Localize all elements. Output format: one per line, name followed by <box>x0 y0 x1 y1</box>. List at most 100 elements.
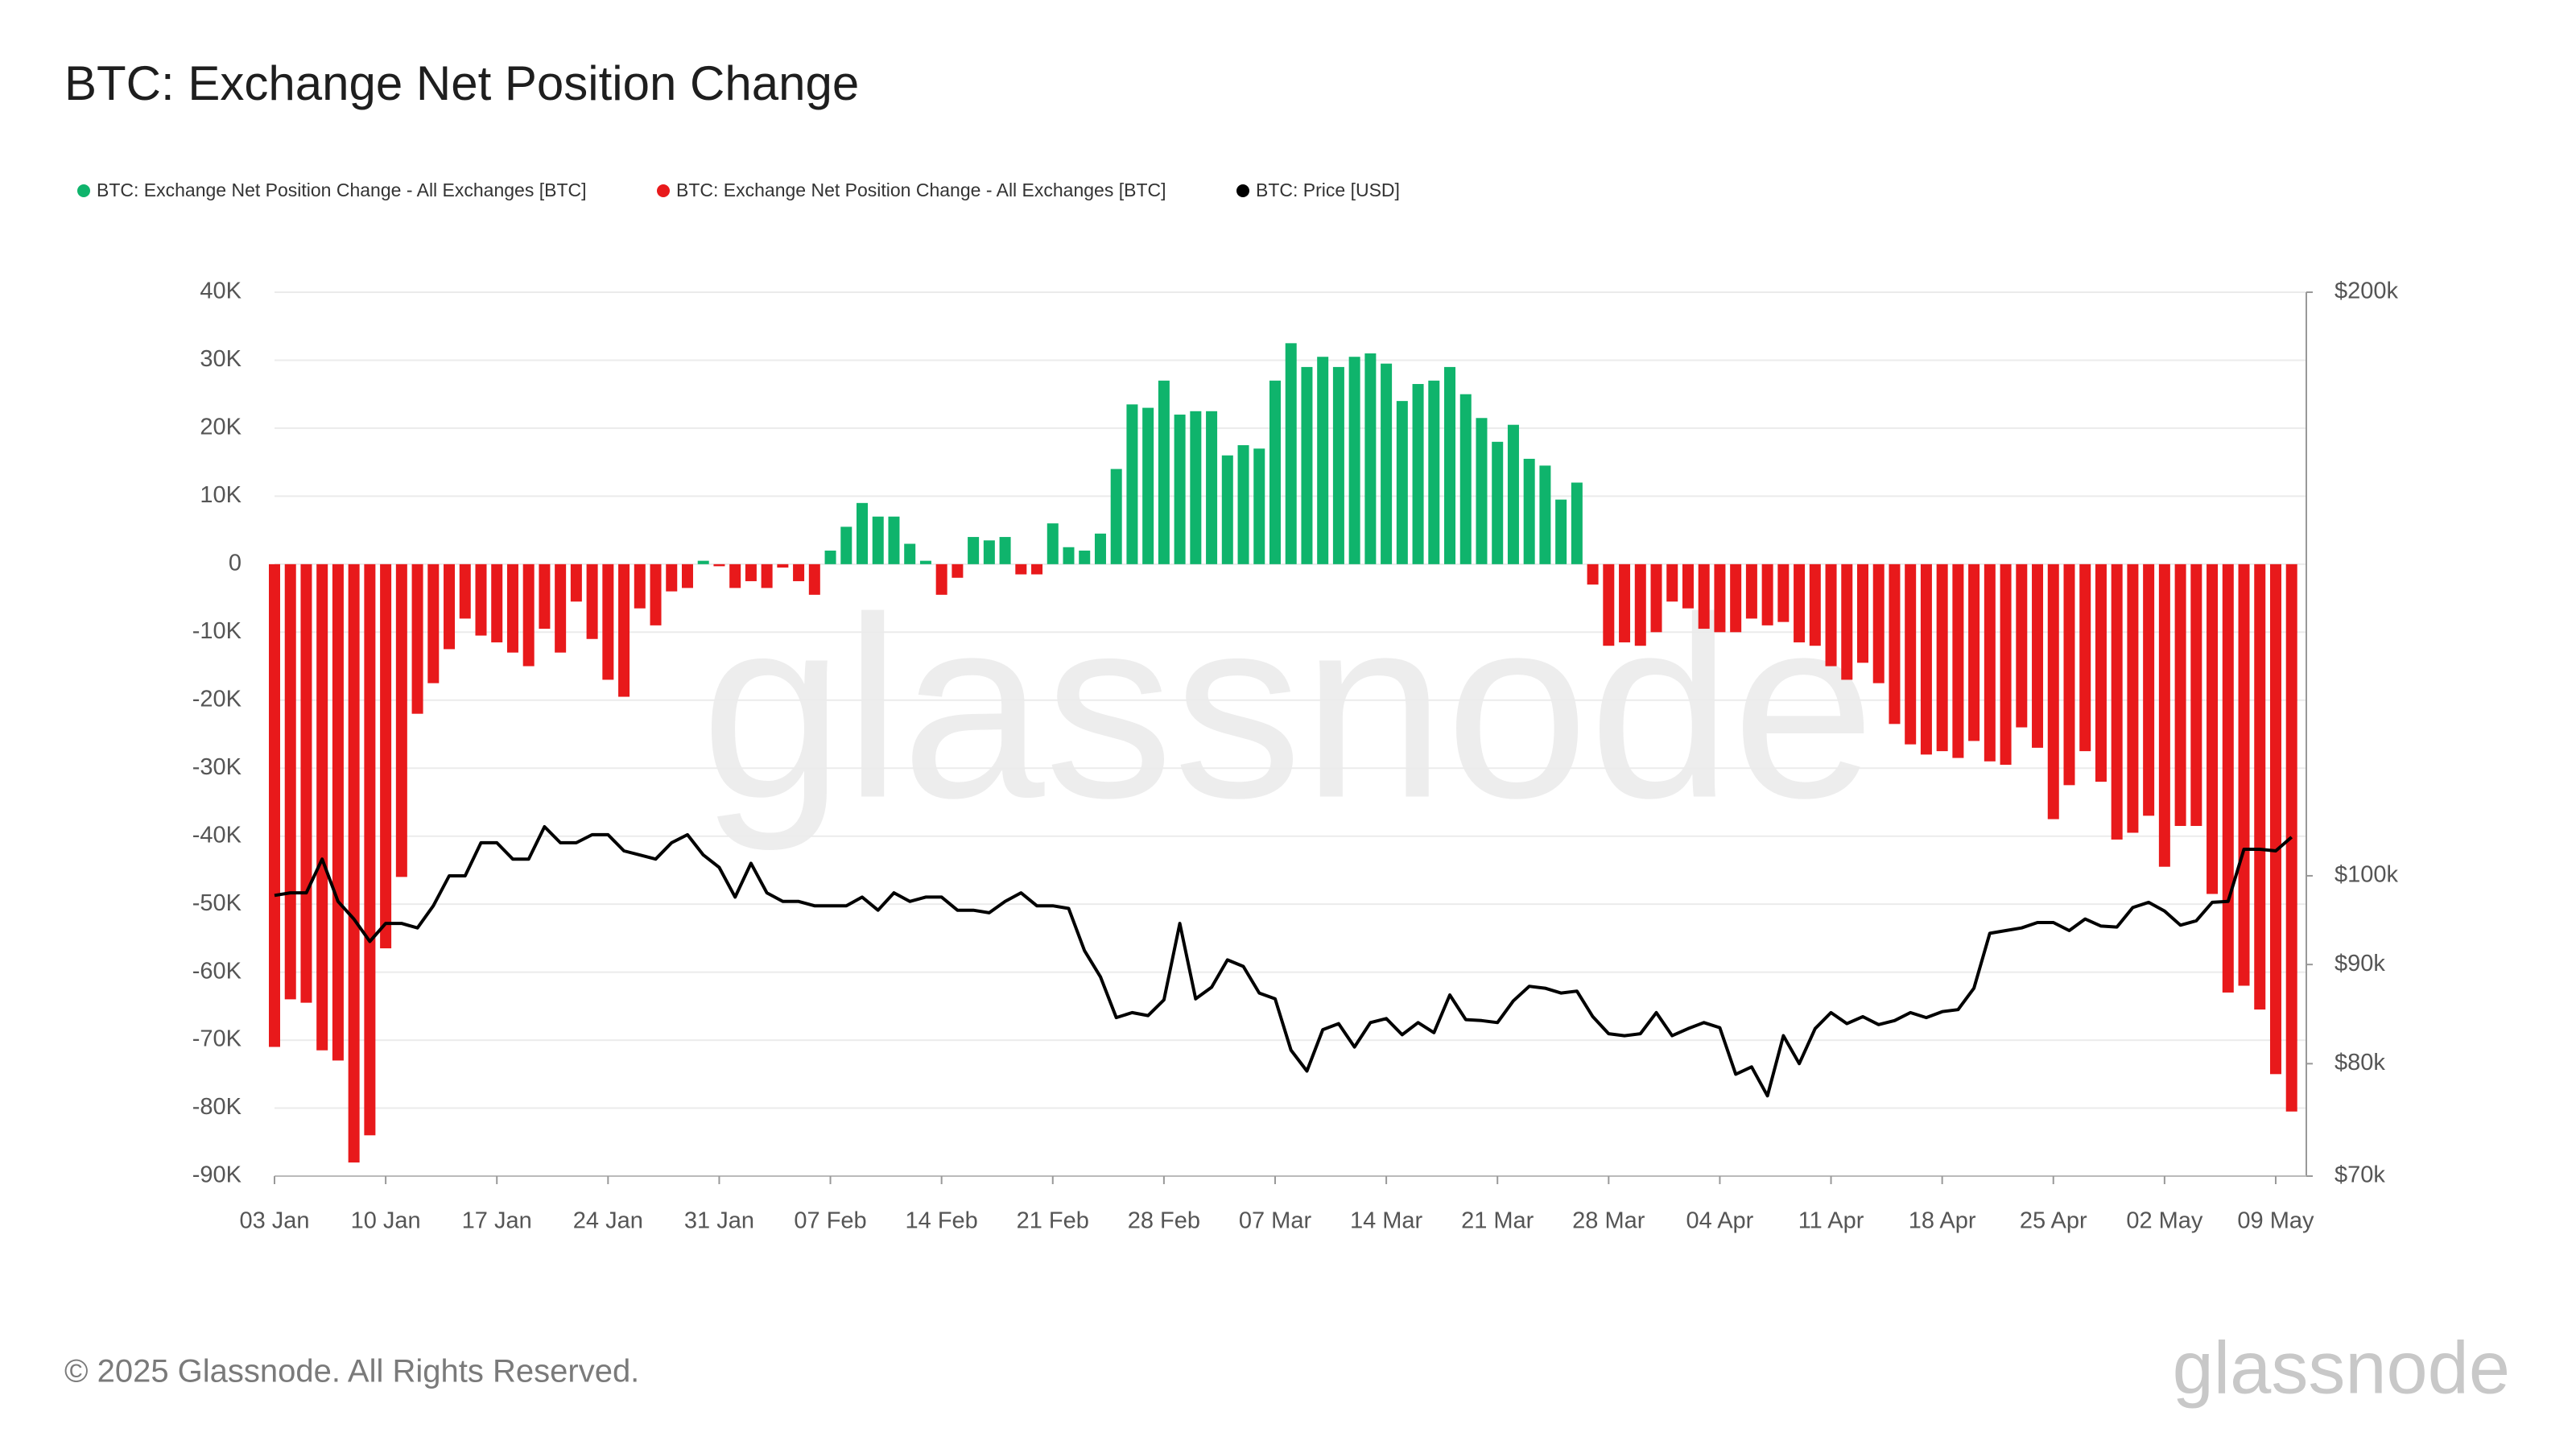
bar <box>2254 564 2266 1010</box>
bar <box>1332 366 1344 564</box>
chart-title: BTC: Exchange Net Position Change <box>64 56 859 110</box>
bar <box>1396 401 1408 564</box>
bar <box>2222 564 2234 993</box>
bar <box>427 564 440 683</box>
x-tick-label: 25 Apr <box>2020 1208 2087 1234</box>
x-tick-label: 21 Mar <box>1461 1208 1534 1234</box>
bar <box>602 564 614 680</box>
x-tick-label: 18 Apr <box>1909 1208 1976 1234</box>
bar <box>1444 366 1456 564</box>
bar <box>1761 564 1773 625</box>
bar <box>300 564 312 1003</box>
bar <box>348 564 360 1163</box>
y2-tick-label: $80k <box>2334 1050 2385 1075</box>
bar <box>1841 564 1853 680</box>
legend-marker <box>657 184 670 197</box>
bar <box>2158 564 2170 867</box>
bar <box>1555 499 1567 564</box>
x-tick-label: 14 Mar <box>1350 1208 1423 1234</box>
bar <box>634 564 646 609</box>
bar <box>555 564 567 653</box>
bar <box>793 564 805 581</box>
bar <box>2143 564 2155 816</box>
bar <box>1730 564 1742 633</box>
y2-tick-label: $90k <box>2334 951 2385 976</box>
bar <box>697 560 709 564</box>
bar <box>1968 564 1980 741</box>
x-tick-label: 28 Feb <box>1128 1208 1200 1234</box>
y2-tick-label: $100k <box>2334 862 2399 888</box>
y-tick-label: 30K <box>200 346 242 372</box>
watermark: glassnode <box>701 564 1876 853</box>
bar <box>983 540 995 564</box>
y-tick-label: -60K <box>192 958 242 984</box>
bar <box>1603 564 1615 646</box>
bar <box>824 550 836 564</box>
legend-label: BTC: Exchange Net Position Change - All … <box>97 180 587 200</box>
bar <box>364 564 376 1136</box>
x-tick-label: 10 Jan <box>351 1208 421 1234</box>
y2-tick-label: $200k <box>2334 279 2399 304</box>
y-tick-label: -10K <box>192 618 242 644</box>
bar <box>1237 445 1249 564</box>
logo: glassnode <box>2173 1327 2510 1409</box>
bar <box>1269 380 1281 564</box>
bar <box>745 564 757 581</box>
bar <box>1046 523 1059 564</box>
bar <box>1825 564 1837 667</box>
legend-label: BTC: Exchange Net Position Change - All … <box>676 180 1166 200</box>
bar <box>1317 357 1329 564</box>
bar <box>872 516 884 564</box>
y-tick-label: -20K <box>192 686 242 712</box>
x-tick-label: 17 Jan <box>462 1208 532 1234</box>
bar <box>1253 448 1265 564</box>
bar <box>1745 564 1757 619</box>
bar <box>1381 363 1393 564</box>
bar <box>888 516 900 564</box>
x-tick-label: 28 Mar <box>1572 1208 1645 1234</box>
bar <box>444 564 456 650</box>
bar <box>1428 380 1440 564</box>
bar <box>2127 564 2139 833</box>
bar <box>2174 564 2186 827</box>
bar <box>999 537 1011 564</box>
bar <box>1777 564 1790 622</box>
x-tick-label: 07 Feb <box>794 1208 866 1234</box>
legend-marker <box>1236 184 1249 197</box>
bar <box>284 564 296 1000</box>
price-line <box>274 825 2293 1098</box>
y-tick-label: -80K <box>192 1094 242 1120</box>
bar <box>1650 564 1662 633</box>
bar <box>1174 415 1186 564</box>
bar <box>1063 547 1075 564</box>
y-tick-label: 0 <box>229 551 242 576</box>
bar <box>935 564 947 595</box>
bar <box>777 564 789 568</box>
bar <box>2016 564 2028 728</box>
bar <box>1221 455 1233 564</box>
y-tick-label: -70K <box>192 1026 242 1052</box>
bar <box>1539 465 1551 564</box>
bar <box>1301 366 1313 564</box>
bar <box>1348 357 1360 564</box>
bar <box>1984 564 1996 762</box>
bar <box>729 564 741 588</box>
bar <box>1571 482 1583 564</box>
bar <box>2095 564 2107 782</box>
bar <box>411 564 423 714</box>
bar <box>1110 469 1122 564</box>
x-tick-label: 14 Feb <box>906 1208 978 1234</box>
bar <box>1158 380 1170 564</box>
x-tick-label: 11 Apr <box>1798 1208 1864 1234</box>
bar <box>1698 564 1710 630</box>
bar <box>316 564 328 1051</box>
bar <box>2111 564 2123 840</box>
bar <box>1094 533 1106 564</box>
bar <box>2047 564 2059 819</box>
bar <box>1666 564 1678 602</box>
bar <box>1634 564 1646 646</box>
bar <box>1889 564 1901 724</box>
bar <box>1079 550 1091 564</box>
